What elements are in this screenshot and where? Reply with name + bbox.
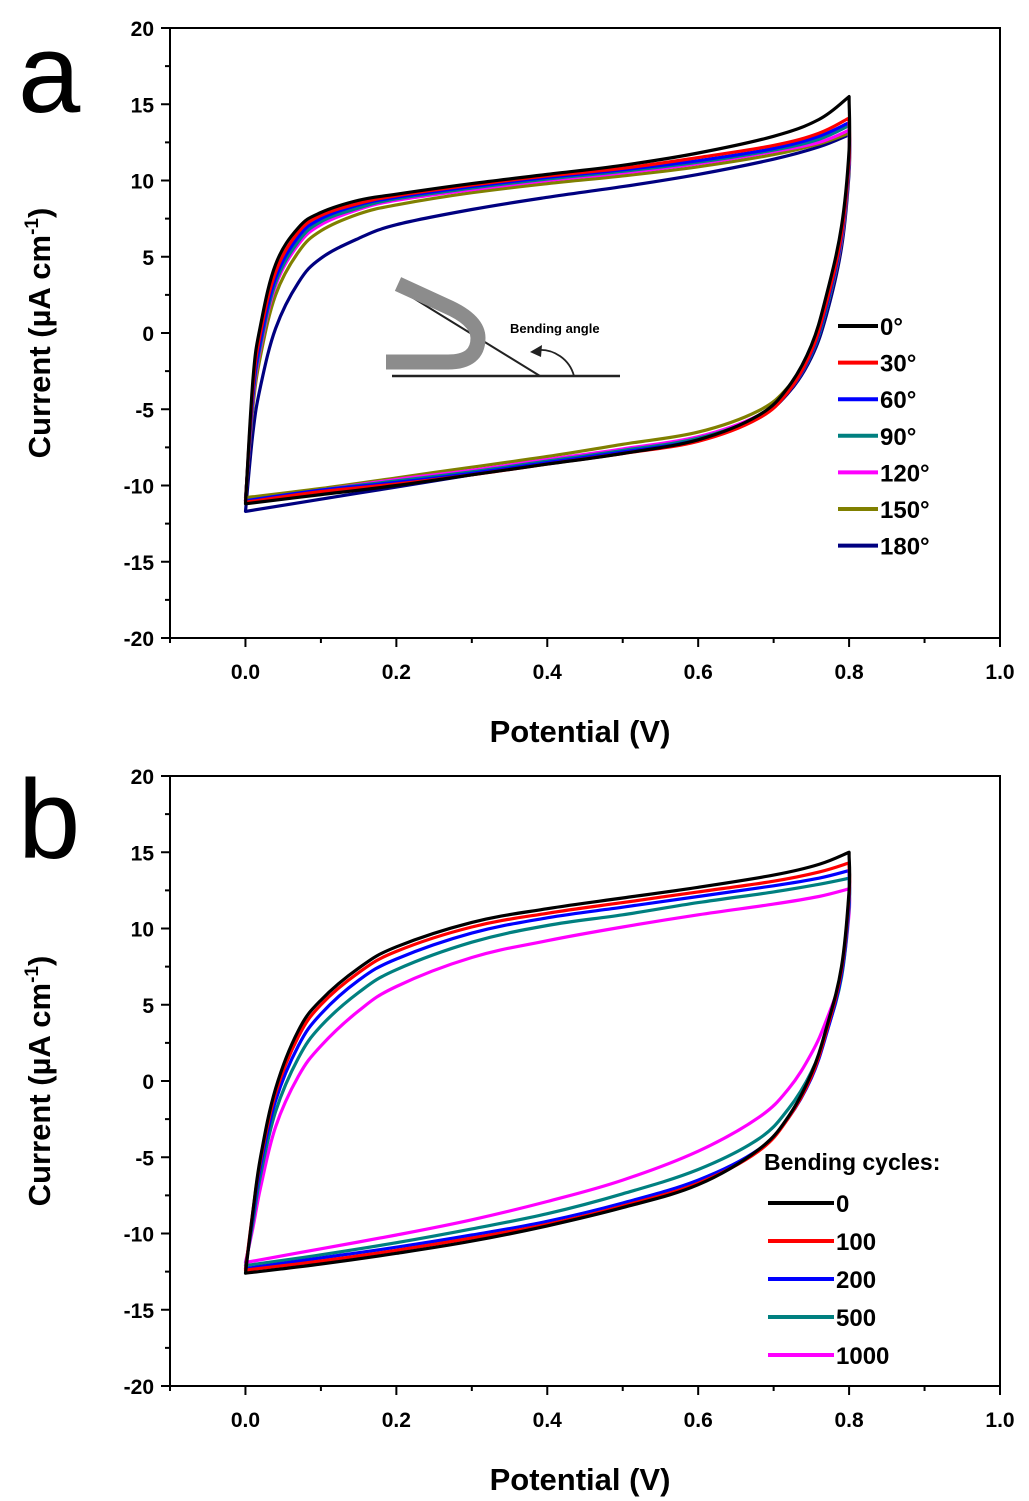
legend-label: 0 bbox=[836, 1191, 849, 1218]
series-line-1000 bbox=[243, 887, 852, 1265]
y-axis-title-main: Current (µA cm bbox=[22, 235, 57, 458]
legend-label: 180° bbox=[880, 534, 930, 561]
legend-label: 500 bbox=[836, 1305, 876, 1332]
chart-panel-b: 0.0 0.2 0.4 0.6 0.8 1.020151050-5-10-15-20Pot… bbox=[22, 766, 1015, 1497]
y-tick-label: 10 bbox=[131, 171, 154, 194]
x-tick-label: 0.2 bbox=[382, 661, 411, 684]
chart-panel-a: 0.0 0.2 0.4 0.6 0.8 1.0 20 15 10 5 0 -5 -10 -15 -20 Pot… bbox=[22, 18, 1015, 749]
y-tick-label: 15 bbox=[131, 842, 155, 865]
x-axis-title: Potential (V) bbox=[490, 714, 671, 749]
legend-label: 90° bbox=[880, 424, 916, 451]
x-tick-label: 0.4 bbox=[533, 1409, 563, 1432]
y-axis-title-superscript: -1 bbox=[22, 218, 43, 235]
y-tick-label: 20 bbox=[131, 18, 154, 41]
legend-label: 1000 bbox=[836, 1343, 889, 1370]
y-tick-label: -15 bbox=[124, 552, 155, 575]
legend-label: 30° bbox=[880, 351, 916, 378]
x-tick-label: 0.0 bbox=[231, 1409, 260, 1432]
x-tick-label: 0.6 bbox=[684, 661, 713, 684]
series-line-500 bbox=[243, 876, 852, 1268]
x-axis-title: Potential (V) bbox=[490, 1462, 671, 1497]
y-axis-title-main: Current (µA cm bbox=[22, 983, 57, 1206]
y-tick-label: 0 bbox=[142, 1071, 154, 1094]
y-tick-label: 0 bbox=[142, 323, 154, 346]
y-tick-label: 20 bbox=[131, 766, 154, 789]
legend-label: 120° bbox=[880, 460, 930, 487]
y-axis-title: Current (µA cm-1) bbox=[22, 208, 57, 459]
y-tick-label: 5 bbox=[142, 995, 154, 1018]
series-line-200 bbox=[243, 869, 852, 1271]
x-tick-label: 0.0 bbox=[231, 661, 260, 684]
x-tick-label: 0.4 bbox=[533, 661, 563, 684]
y-axis-title-close: ) bbox=[22, 956, 57, 966]
y-axis-title-superscript: -1 bbox=[22, 966, 43, 983]
series-group bbox=[243, 95, 852, 513]
x-tick-label: 1.0 bbox=[985, 661, 1014, 684]
x-tick-label: 0.8 bbox=[834, 1409, 864, 1432]
legend-label: 200 bbox=[836, 1267, 876, 1294]
y-tick-label: 5 bbox=[142, 247, 154, 270]
inset-bent-device bbox=[386, 277, 486, 370]
y-tick-label: -5 bbox=[135, 399, 154, 422]
y-tick-label: -5 bbox=[135, 1147, 154, 1170]
panel-a-label: a bbox=[18, 11, 81, 136]
legend-label: 150° bbox=[880, 497, 930, 524]
series-line-0 bbox=[243, 95, 852, 506]
inset-label: Bending angle bbox=[510, 321, 600, 336]
series-line-0 bbox=[243, 850, 852, 1275]
series-line-150 bbox=[243, 131, 852, 500]
y-axis-title: Current (µA cm-1) bbox=[22, 956, 57, 1207]
series-group bbox=[243, 850, 852, 1275]
legend: 0° 30° 60° 90° 120° 150° 180° bbox=[838, 314, 930, 561]
inset-arrow-head bbox=[530, 345, 542, 357]
legend-label: 0° bbox=[880, 314, 903, 341]
y-tick-label: 10 bbox=[131, 919, 154, 942]
x-tick-label: 1.0 bbox=[985, 1409, 1014, 1432]
y-axis-title-close: ) bbox=[22, 208, 57, 218]
y-tick-label: -10 bbox=[124, 476, 154, 499]
x-tick-label: 0.6 bbox=[684, 1409, 713, 1432]
series-line-120 bbox=[243, 128, 852, 503]
x-tick-label: 0.2 bbox=[382, 1409, 411, 1432]
bending-angle-inset: Bending angle bbox=[386, 277, 620, 378]
legend-title: Bending cycles: bbox=[764, 1149, 940, 1175]
legend: Bending cycles: 0 100 200 500 1000 bbox=[764, 1149, 940, 1370]
y-tick-label: -15 bbox=[124, 1300, 155, 1323]
y-tick-label: -10 bbox=[124, 1224, 154, 1247]
x-tick-label: 0.8 bbox=[834, 661, 864, 684]
y-tick-label: -20 bbox=[124, 1376, 154, 1399]
panel-b-label: b bbox=[18, 757, 80, 882]
y-tick-label: -20 bbox=[124, 628, 154, 651]
legend-label: 60° bbox=[880, 387, 916, 414]
inset-angle-arc bbox=[536, 349, 575, 377]
legend-label: 100 bbox=[836, 1229, 876, 1256]
y-tick-label: 15 bbox=[131, 94, 155, 117]
